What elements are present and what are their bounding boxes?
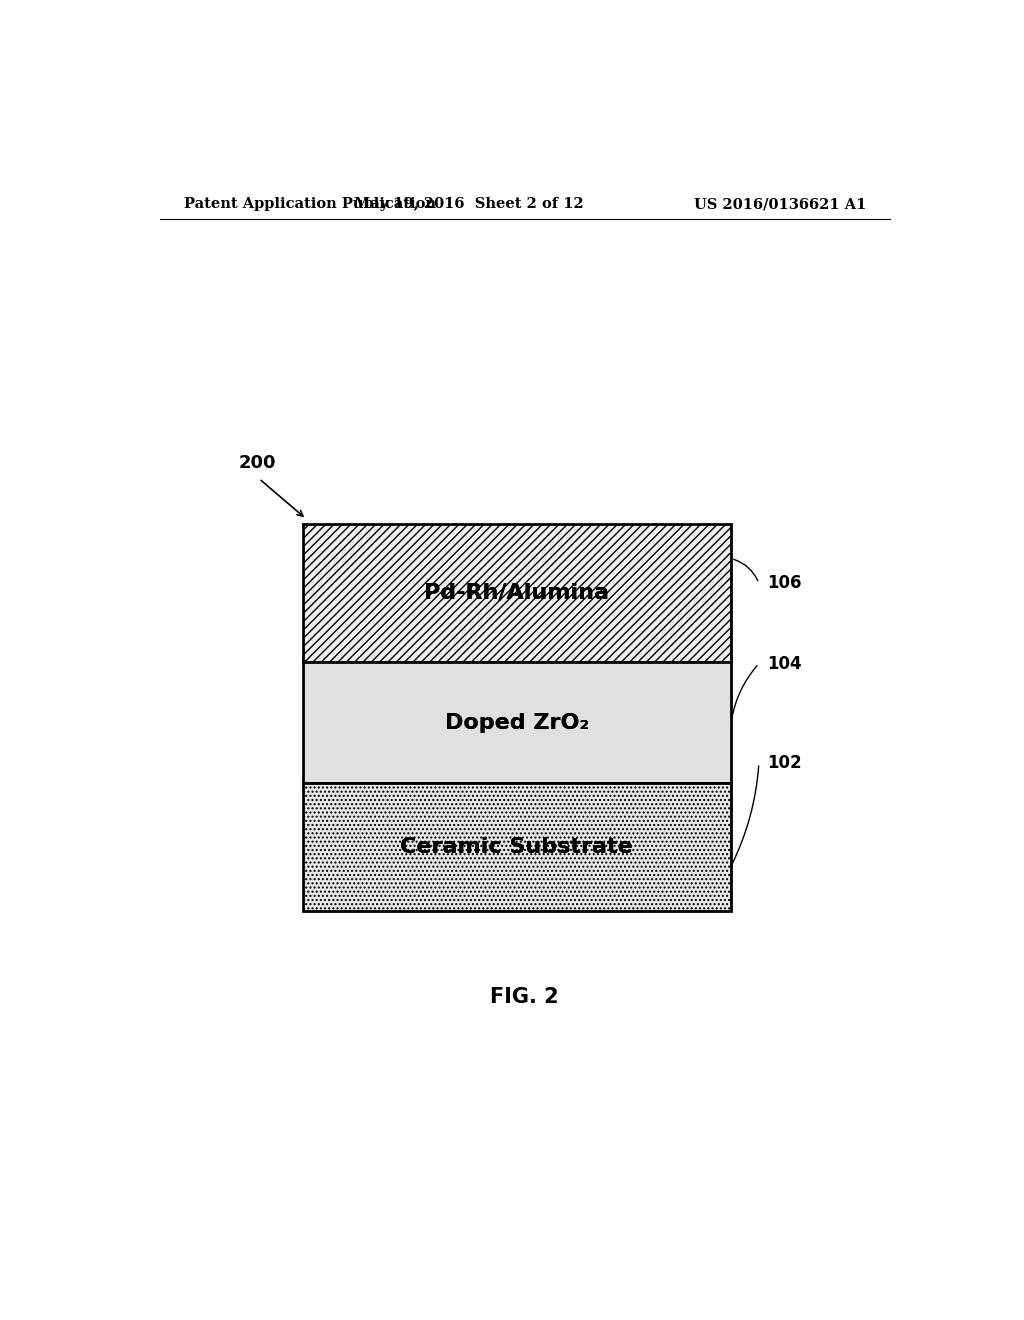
Text: US 2016/0136621 A1: US 2016/0136621 A1 bbox=[693, 197, 866, 211]
Text: Pd-Rh/Alumina: Pd-Rh/Alumina bbox=[424, 583, 609, 603]
Text: Pd-Rh/Alumina: Pd-Rh/Alumina bbox=[424, 583, 609, 603]
Text: Ceramic Substrate: Ceramic Substrate bbox=[400, 837, 633, 857]
Text: 106: 106 bbox=[767, 574, 802, 593]
Bar bbox=[303, 524, 731, 661]
Bar bbox=[303, 784, 731, 911]
Text: Patent Application Publication: Patent Application Publication bbox=[183, 197, 435, 211]
Bar bbox=[303, 661, 731, 784]
Text: 102: 102 bbox=[767, 754, 802, 772]
Text: 200: 200 bbox=[240, 454, 276, 473]
Text: Ceramic Substrate: Ceramic Substrate bbox=[400, 837, 633, 857]
Text: 104: 104 bbox=[767, 655, 802, 673]
Text: FIG. 2: FIG. 2 bbox=[490, 987, 559, 1007]
Text: Doped ZrO₂: Doped ZrO₂ bbox=[444, 713, 589, 733]
Text: May 19, 2016  Sheet 2 of 12: May 19, 2016 Sheet 2 of 12 bbox=[354, 197, 584, 211]
Text: Doped ZrO₂: Doped ZrO₂ bbox=[444, 713, 589, 733]
